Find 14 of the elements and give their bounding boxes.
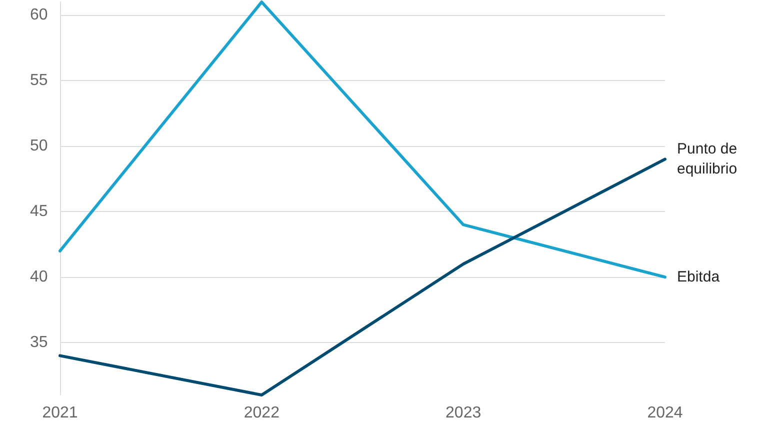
line-series bbox=[58, 158, 666, 396]
y-tick-label: 40 bbox=[30, 268, 48, 286]
line-series bbox=[58, 0, 666, 279]
y-tick-label: 60 bbox=[30, 6, 48, 24]
y-tick-label: 55 bbox=[30, 72, 48, 90]
y-tick-label: 50 bbox=[30, 138, 48, 155]
y-tick-label: 35 bbox=[30, 334, 48, 352]
y-tick-label: 45 bbox=[30, 203, 48, 220]
x-tick-label: 2024 bbox=[647, 404, 683, 422]
x-tick-label: 2023 bbox=[446, 404, 482, 422]
series-label: Ebitda bbox=[677, 268, 720, 286]
x-tick-label: 2021 bbox=[42, 404, 78, 422]
x-tick-label: 2022 bbox=[244, 404, 280, 422]
series-label: Punto de equilibrio bbox=[677, 140, 738, 178]
